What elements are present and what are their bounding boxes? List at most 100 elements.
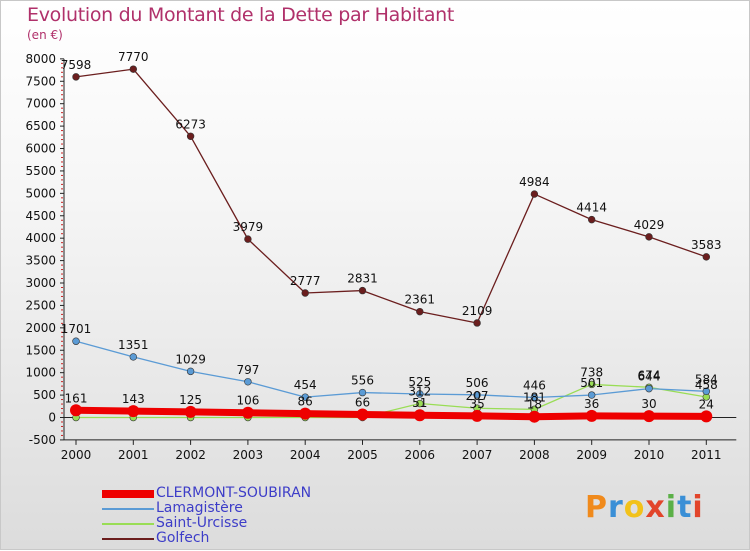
data-label: 738 <box>580 365 603 379</box>
data-label: 4029 <box>634 218 665 232</box>
data-label: 525 <box>408 375 431 389</box>
series-point-3 <box>416 307 424 316</box>
x-tick-label: 2002 <box>175 448 206 462</box>
x-tick-label: 2009 <box>576 448 607 462</box>
logo-letter: P <box>585 490 608 525</box>
logo-letter: t <box>677 490 693 525</box>
data-label: 66 <box>355 396 370 410</box>
series-point-3 <box>587 215 596 224</box>
series-line-2 <box>75 383 707 419</box>
y-tick-label: 3500 <box>25 254 56 268</box>
x-tick-label: 2005 <box>347 448 378 462</box>
y-tick-label: 6500 <box>25 119 56 133</box>
chart-subtitle: (en €) <box>27 28 63 42</box>
y-tick-label: 4000 <box>25 231 56 245</box>
data-label: 2361 <box>405 293 436 307</box>
data-label: 7770 <box>118 50 149 64</box>
data-label: 161 <box>65 391 88 405</box>
y-tick-label: 2000 <box>25 321 56 335</box>
data-label: 30 <box>641 397 656 411</box>
data-label: 7598 <box>61 58 92 72</box>
series-point-0 <box>471 409 484 422</box>
series-point-2 <box>587 380 596 389</box>
legend-swatch <box>102 508 154 510</box>
data-label: 6273 <box>175 117 206 131</box>
series-point-1 <box>301 393 309 401</box>
data-label: 312 <box>408 385 431 399</box>
x-tick-label: 2004 <box>290 448 321 462</box>
series-point-0 <box>70 404 82 417</box>
legend-swatch <box>102 523 154 525</box>
series-point-0 <box>413 409 426 422</box>
data-label: 2831 <box>347 272 378 286</box>
data-label: 446 <box>523 379 546 393</box>
legend-label: CLERMONT-SOUBIRAN <box>156 485 312 501</box>
series-point-1 <box>186 367 195 376</box>
series-point-0 <box>700 410 713 423</box>
y-tick-label: 3000 <box>25 276 56 290</box>
y-tick-label: 1000 <box>25 366 56 380</box>
series-point-3 <box>645 233 653 241</box>
logo-letter: r <box>608 490 624 525</box>
data-label: 106 <box>236 394 259 408</box>
series-point-3 <box>702 253 710 261</box>
series-point-0 <box>528 410 541 423</box>
y-tick-label: 0 <box>48 411 56 425</box>
series-line-1 <box>75 340 707 399</box>
y-tick-label: 5500 <box>25 164 56 178</box>
data-label: 35 <box>469 397 484 411</box>
y-tick-label: 2500 <box>25 298 56 312</box>
data-labels-layer: 161 143 125 106 86 66 51 35 18 36 30 24 1701 1351 1029… <box>61 50 722 412</box>
data-label: 143 <box>122 392 145 406</box>
series-point-3 <box>301 289 309 297</box>
x-tick-label: 2006 <box>405 448 436 462</box>
series-point-1 <box>702 387 710 396</box>
x-tick-label: 2003 <box>233 448 264 462</box>
series-point-1 <box>129 353 138 361</box>
legend-swatch <box>102 538 154 540</box>
data-label: 51 <box>412 396 427 410</box>
series-point-0 <box>356 408 369 421</box>
data-label: 4414 <box>576 201 607 215</box>
data-label: 506 <box>466 376 489 390</box>
series-point-0 <box>585 409 598 422</box>
series-point-0 <box>299 407 312 420</box>
data-label: 1701 <box>61 322 92 336</box>
y-tick-label: 6000 <box>25 142 56 156</box>
logo-letter: o <box>623 490 646 525</box>
series-layer <box>70 65 713 423</box>
logo-letter: i <box>692 490 704 525</box>
data-label: 674 <box>638 368 661 382</box>
x-tick-label: 2010 <box>634 448 665 462</box>
y-tick-label: -500 <box>29 433 56 447</box>
data-label: 458 <box>695 378 718 392</box>
data-label: 18 <box>527 398 542 412</box>
series-point-3 <box>186 132 195 140</box>
legend-label: Lamagistère <box>156 500 243 516</box>
data-label: 501 <box>580 376 603 390</box>
series-point-3 <box>358 286 367 295</box>
logo-letter: i <box>665 490 678 525</box>
series-point-3 <box>473 319 481 327</box>
series-point-1 <box>416 390 424 398</box>
data-label: 1029 <box>175 352 206 366</box>
data-label: 3583 <box>691 238 722 252</box>
legend-label: Golfech <box>156 530 210 546</box>
data-label: 1351 <box>118 338 149 352</box>
logo-letter: x <box>645 490 666 525</box>
data-label: 4984 <box>519 175 550 189</box>
data-label: 2109 <box>462 304 493 318</box>
y-tick-label: 4500 <box>25 209 56 223</box>
y-tick-label: 5000 <box>25 186 56 200</box>
data-label: 454 <box>294 378 317 392</box>
series-point-1 <box>587 391 596 399</box>
y-tick-label: 7500 <box>25 74 56 88</box>
data-label: 644 <box>638 370 661 384</box>
x-tick-label: 2001 <box>118 448 149 462</box>
data-label: 797 <box>236 363 259 377</box>
series-point-1 <box>244 378 252 386</box>
x-tick-label: 2008 <box>519 448 550 462</box>
series-point-3 <box>72 73 80 81</box>
series-point-1 <box>530 393 539 402</box>
